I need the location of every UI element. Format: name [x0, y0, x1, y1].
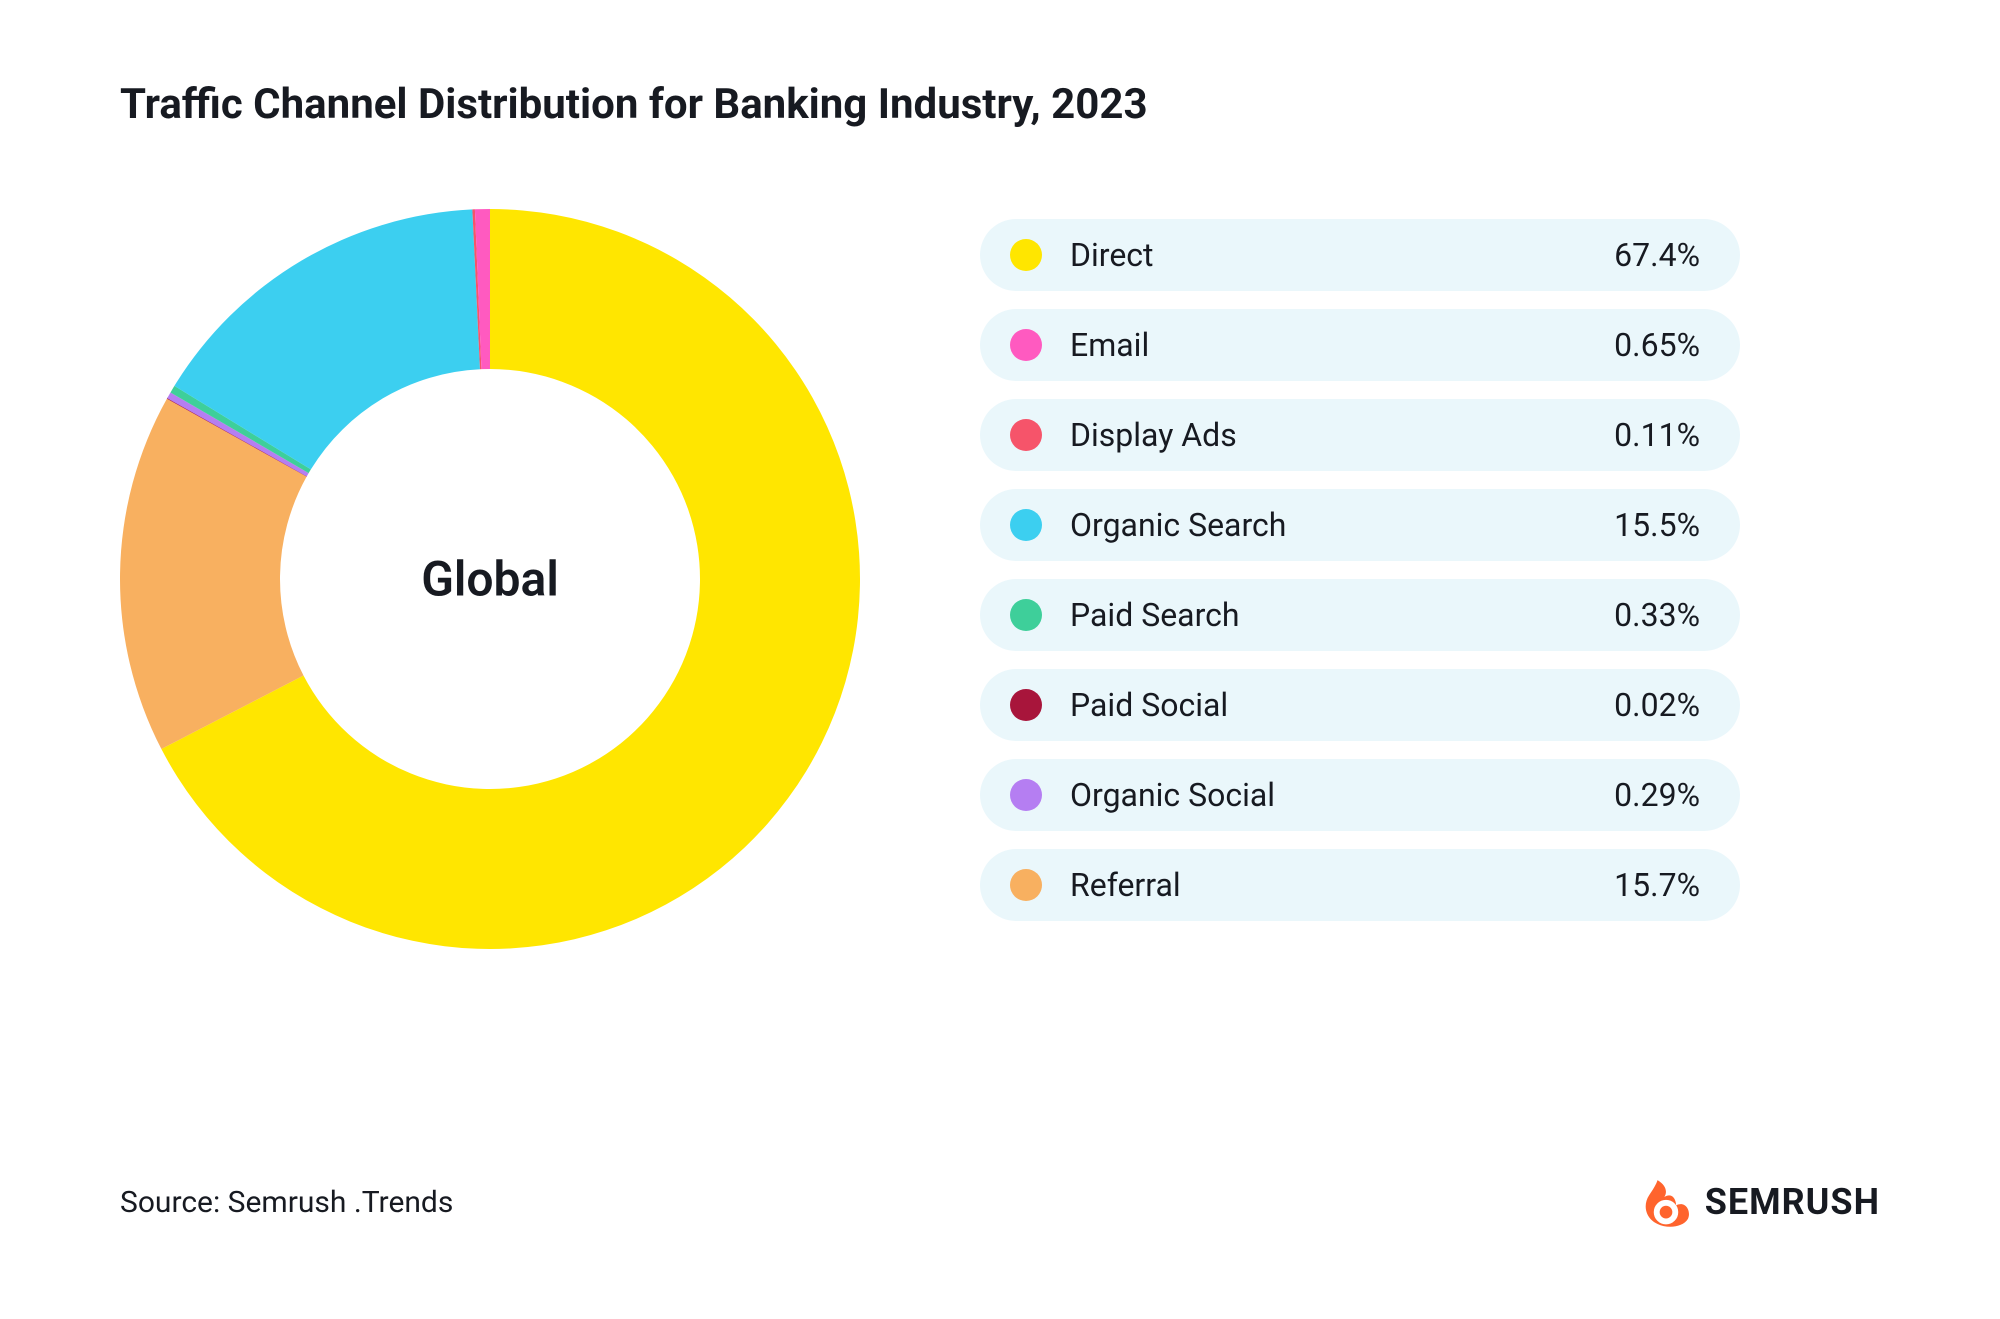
legend-label: Paid Search — [1070, 596, 1614, 634]
legend-label: Referral — [1070, 866, 1614, 904]
legend-dot-icon — [1010, 419, 1042, 451]
legend-label: Display Ads — [1070, 416, 1614, 454]
legend-row-email: Email0.65% — [980, 309, 1740, 381]
legend-value: 0.11% — [1614, 416, 1700, 454]
legend-value: 67.4% — [1614, 236, 1700, 274]
legend-value: 0.02% — [1614, 686, 1700, 724]
legend-value: 15.7% — [1614, 866, 1700, 904]
legend-value: 15.5% — [1614, 506, 1700, 544]
brand-name: SEMRUSH — [1705, 1181, 1880, 1223]
brand-fire-icon — [1639, 1175, 1693, 1229]
legend-dot-icon — [1010, 869, 1042, 901]
legend-label: Direct — [1070, 236, 1614, 274]
legend-row-display-ads: Display Ads0.11% — [980, 399, 1740, 471]
legend-label: Organic Social — [1070, 776, 1614, 814]
legend-dot-icon — [1010, 689, 1042, 721]
legend-dot-icon — [1010, 329, 1042, 361]
legend-row-referral: Referral15.7% — [980, 849, 1740, 921]
content-row: Global Direct67.4%Email0.65%Display Ads0… — [120, 209, 1880, 949]
legend-label: Organic Search — [1070, 506, 1614, 544]
legend-row-organic-social: Organic Social0.29% — [980, 759, 1740, 831]
legend-row-paid-social: Paid Social0.02% — [980, 669, 1740, 741]
legend-label: Email — [1070, 326, 1614, 364]
legend-value: 0.33% — [1614, 596, 1700, 634]
chart-title: Traffic Channel Distribution for Banking… — [120, 80, 1880, 129]
legend-dot-icon — [1010, 239, 1042, 271]
legend: Direct67.4% Email0.65% Display Ads0.11% Org… — [980, 219, 1740, 921]
legend-dot-icon — [1010, 779, 1042, 811]
donut-center-label: Global — [421, 551, 559, 608]
legend-row-direct: Direct67.4% — [980, 219, 1740, 291]
source-text: Source: Semrush .Trends — [120, 1185, 453, 1220]
infographic-container: Traffic Channel Distribution for Banking… — [0, 0, 2000, 1319]
legend-row-paid-search: Paid Search0.33% — [980, 579, 1740, 651]
footer: Source: Semrush .Trends SEMRUSH — [120, 1175, 1880, 1229]
legend-row-organic-search: Organic Search15.5% — [980, 489, 1740, 561]
legend-value: 0.29% — [1614, 776, 1700, 814]
donut-chart: Global — [120, 209, 860, 949]
brand: SEMRUSH — [1639, 1175, 1880, 1229]
legend-dot-icon — [1010, 509, 1042, 541]
legend-dot-icon — [1010, 599, 1042, 631]
legend-value: 0.65% — [1614, 326, 1700, 364]
legend-label: Paid Social — [1070, 686, 1614, 724]
